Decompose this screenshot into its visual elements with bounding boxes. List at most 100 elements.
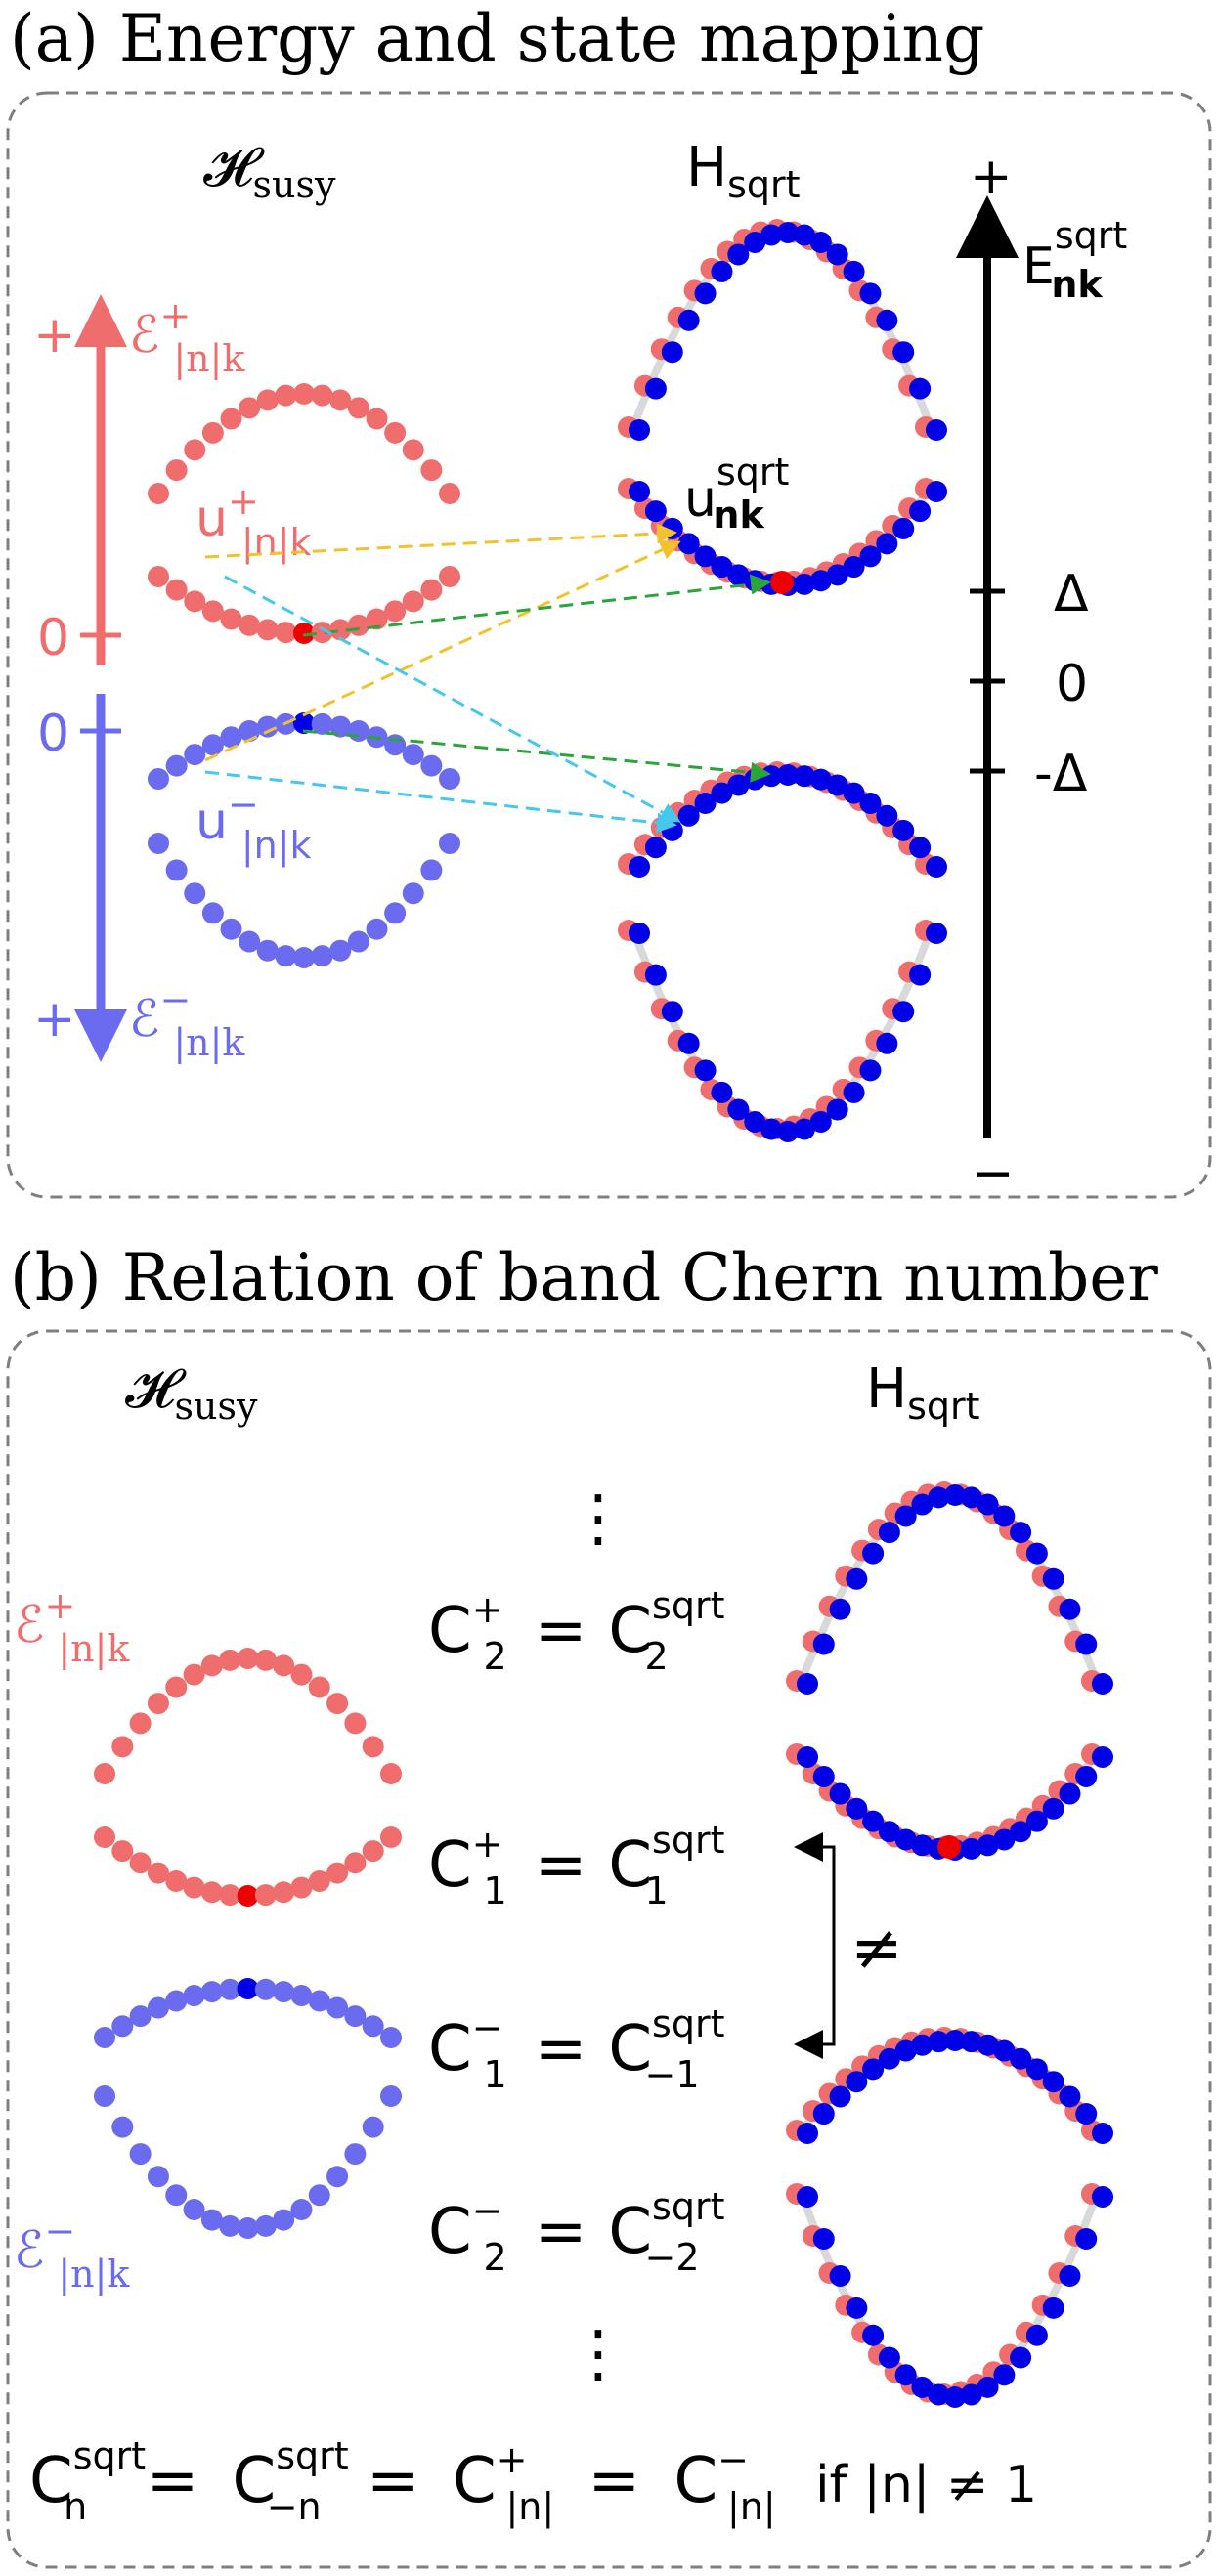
- map-arrow-yellow-2: [204, 539, 681, 762]
- sqrt-band-minus-1-blue-dot: [876, 804, 898, 827]
- b-sqrt-band-1-blue-dot: [862, 1810, 885, 1832]
- b-susy-minus-band-1-dot: [94, 2027, 115, 2048]
- u-minus-label: u− |n|k: [195, 783, 312, 868]
- b-sqrt-band-minus-1-blue-dot: [862, 2058, 885, 2081]
- chern-eq4: C− 2 = Csqrt −2: [428, 2185, 724, 2279]
- sqrt-band-minus-1-blue-dot: [644, 837, 667, 859]
- b-susy-minus-band-2-dot: [94, 2085, 115, 2107]
- sqrt-band-2-blue-dot: [760, 224, 783, 246]
- susy-minus-band-1-dot: [148, 768, 169, 790]
- panel-a-title: (a) Energy and state mapping: [10, 1, 984, 76]
- sqrt-band-minus-1-blue-dot: [909, 837, 932, 859]
- susy-minus-band-2-dot: [366, 918, 388, 940]
- b-sqrt-band-minus-1-blue-dot: [993, 2039, 1016, 2062]
- sqrt-band-2-blue-dot: [926, 419, 947, 441]
- panel-a-mapping-arrows: [204, 523, 771, 834]
- sqrt-band-minus-1-blue-dot: [629, 856, 650, 878]
- plus-sign-blue: +: [33, 990, 76, 1049]
- b-sqrt-band-1-blue-dot: [1025, 1810, 1048, 1832]
- sqrt-band-1-blue-dot: [892, 517, 915, 539]
- sqrt-band-minus-2-blue-dot: [644, 964, 667, 986]
- b-susy-plus-band-2-dot: [111, 1736, 134, 1758]
- susy-minus-band-1-dot: [329, 715, 352, 738]
- b-sqrt-band-minus-1-blue-dot: [1059, 2085, 1081, 2108]
- b-sqrt-band-2-blue-dot: [1059, 1598, 1081, 1620]
- b-susy-plus-band-2-dot: [237, 1648, 259, 1669]
- b-susy-minus-band-2-dot: [183, 2199, 205, 2221]
- susy-minus-band-1-dot: [402, 744, 424, 766]
- b-susy-plus-band-2-dot: [219, 1649, 241, 1671]
- b-susy-minus-band-2-dot: [326, 2166, 349, 2188]
- b-susy-minus-band-1-dot: [237, 1978, 259, 1999]
- b-susy-plus-band-1-dot: [326, 1862, 349, 1884]
- sqrt-band-minus-2-blue-dot: [793, 1118, 815, 1140]
- b-susy-plus-band-1-dot: [94, 1826, 115, 1848]
- b-sqrt-band-minus-1-blue-dot: [1010, 2047, 1032, 2070]
- b-sqrt-band-minus-2-blue-dot: [1010, 2346, 1032, 2369]
- susy-minus-band-2-dot: [239, 930, 261, 953]
- susy-minus-band-2-dot: [439, 833, 460, 854]
- b-sqrt-band-2-blue-dot: [829, 1598, 851, 1620]
- sqrt-band-minus-2-blue-dot: [760, 1118, 783, 1140]
- sqrt-band-2-blue-dot: [629, 419, 650, 441]
- b-sqrt-band-2-blue-dot: [944, 1484, 966, 1506]
- susy-plus-band-1-dot: [329, 619, 352, 641]
- bottom-equation: Csqrt n = Csqrt −n = C+ |n| = C− |n| if |n| …: [29, 2434, 1037, 2535]
- susy-plus-band-2-dot: [256, 389, 279, 411]
- sqrt-band-minus-1-blue-dot: [826, 774, 848, 796]
- axis-minus-label: −: [972, 1144, 1015, 1203]
- panel-b-hsusy-label: 𝓗susy: [125, 1357, 258, 1428]
- b-susy-plus-band-2-dot: [273, 1654, 295, 1677]
- b-susy-minus-band-1-dot: [344, 2005, 367, 2028]
- b-susy-plus-band-2-dot: [308, 1676, 330, 1698]
- b-sqrt-band-1-blue-dot: [1075, 1765, 1098, 1787]
- b-susy-minus-band-2-dot: [129, 2143, 152, 2166]
- sqrt-band-minus-2-blue-dot: [926, 923, 947, 944]
- panel-b-bands: [94, 1481, 1113, 2408]
- sqrt-band-minus-1-blue-dot: [727, 774, 750, 796]
- b-susy-minus-band-1-dot: [254, 1978, 277, 2000]
- b-susy-minus-band-1-dot: [200, 1981, 223, 2003]
- b-susy-plus-band-2-dot: [254, 1649, 277, 1671]
- b-sqrt-band-1-blue-dot: [812, 1765, 835, 1787]
- b-sqrt-band-minus-2-blue-dot: [797, 2186, 818, 2208]
- b-sqrt-band-1-blue-dot: [846, 1797, 868, 1820]
- chern-eq2: C+ 1 = Csqrt 1: [428, 1819, 724, 1912]
- sqrt-band-minus-1-blue-dot: [793, 765, 815, 788]
- b-sqrt-band-1-blue-dot: [1010, 1821, 1032, 1843]
- e-plus-label: ℰ+ |n|k: [129, 294, 245, 380]
- susy-minus-band-1-dot: [384, 734, 407, 756]
- b-sqrt-band-1-blue-dot: [1092, 1746, 1113, 1768]
- sqrt-band-2-blue-dot: [826, 243, 848, 266]
- susy-minus-band-2-dot: [165, 859, 188, 881]
- b-susy-minus-band-2-dot: [200, 2209, 223, 2231]
- b-susy-minus-band-2-dot: [380, 2085, 402, 2107]
- b-susy-minus-band-1-dot: [129, 2005, 152, 2028]
- sqrt-band-2-blue-dot: [876, 309, 898, 331]
- panel-a-bands: [148, 219, 947, 1142]
- sqrt-band-minus-2-blue-dot: [859, 1059, 882, 1082]
- b-sqrt-band-2-blue-dot: [797, 1673, 818, 1695]
- b-sqrt-band-minus-2-blue-dot: [894, 2364, 917, 2386]
- b-sqrt-band-minus-1-blue-dot: [928, 2031, 950, 2053]
- b-sqrt-band-1-highlight-dot: [937, 1835, 961, 1859]
- b-susy-minus-band-2-dot: [273, 2209, 295, 2231]
- susy-plus-band-1-dot: [165, 579, 188, 601]
- b-sqrt-band-minus-1-blue-dot: [1042, 2071, 1064, 2093]
- sqrt-band-minus-2-blue-dot: [744, 1110, 766, 1133]
- b-susy-minus-band-2-dot: [165, 2184, 188, 2207]
- b-sqrt-band-2-blue-dot: [1010, 1522, 1032, 1544]
- b-sqrt-band-minus-1-blue-dot: [911, 2034, 934, 2056]
- u-plus-label: u+ |n|k: [195, 480, 312, 565]
- susy-plus-band-2-dot: [311, 384, 333, 407]
- susy-minus-band-1-dot: [293, 712, 315, 734]
- delta-label: Δ: [1054, 565, 1089, 623]
- chern-eq3: C− 1 = Csqrt −1: [428, 2002, 724, 2096]
- b-sqrt-band-2-blue-dot: [878, 1522, 900, 1544]
- susy-plus-band-1-dot: [366, 608, 388, 630]
- sqrt-band-minus-2-guide: [630, 928, 934, 1133]
- b-susy-minus-band-2-dot: [290, 2199, 313, 2221]
- b-susy-plus-band-1-dot: [165, 1870, 188, 1892]
- susy-plus-band-2-dot: [275, 384, 297, 407]
- susy-minus-band-1-dot: [347, 720, 369, 743]
